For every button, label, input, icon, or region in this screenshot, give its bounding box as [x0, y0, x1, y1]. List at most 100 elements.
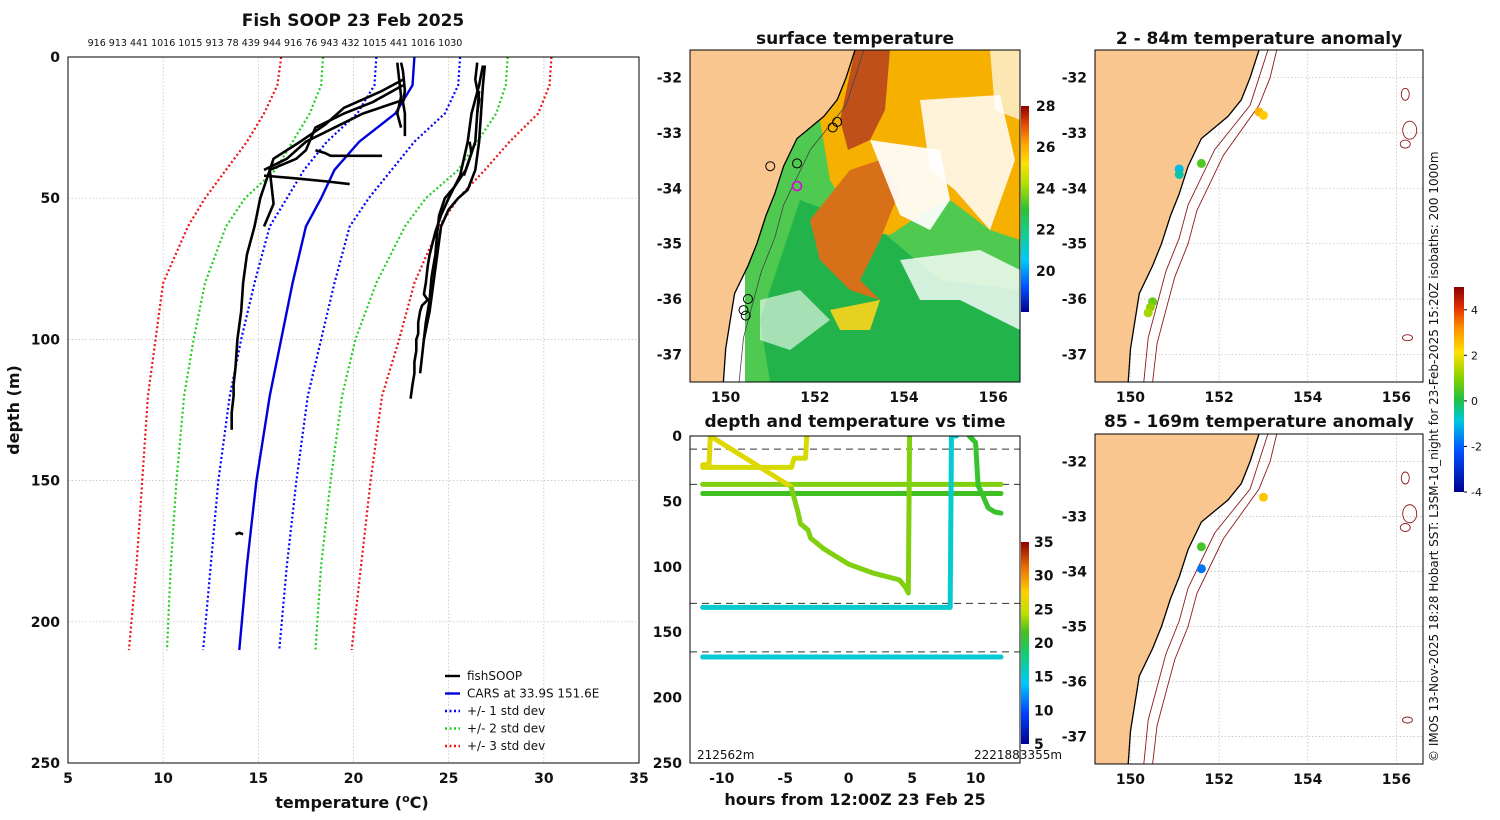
ts-colorbar-tick: 20	[1034, 636, 1054, 652]
sst-station-circles	[738, 116, 843, 321]
anomaly-shallow-land	[1095, 50, 1259, 382]
sst-coastline	[722, 50, 856, 382]
sst-cloud-gap-3	[900, 250, 1020, 330]
profile-x-label: temperature (oC)	[275, 792, 428, 812]
fishsoop-profile-line	[263, 98, 406, 172]
timeseries-end-label: 2221883355m	[974, 748, 1062, 762]
anomaly-deep-frame	[1094, 433, 1424, 765]
sst-colorbar-tick: 24	[1036, 181, 1056, 197]
std-2-upper-line	[314, 57, 509, 651]
profile-y-tick: 150	[31, 474, 60, 490]
anomaly-deep-coastline	[1127, 434, 1260, 764]
anomaly-deep-isobath-200	[1143, 434, 1269, 764]
sst-isobath	[738, 50, 865, 382]
anomaly-deep-title: 85 - 169m temperature anomaly	[1104, 412, 1414, 432]
sst-station-circle	[792, 158, 803, 169]
anomaly-point	[1196, 564, 1206, 574]
profile-x-tick: 10	[153, 771, 173, 787]
legend-label: +/- 2 std dev	[467, 722, 545, 736]
anomaly-shallow-seamounts	[1399, 87, 1418, 342]
ts-x-tick: -10	[709, 771, 735, 787]
ts-colorbar-tick: 10	[1034, 703, 1054, 719]
map-y-tick: -32	[657, 71, 682, 87]
anomaly-deep-map	[1095, 434, 1418, 764]
map-y-tick: -33	[1062, 510, 1087, 526]
fishsoop-profile-line	[462, 141, 473, 177]
profile-legend: fishSOOP CARS at 33.9S 151.6E +/- 1 std de…	[445, 669, 599, 753]
anomaly-shallow-panel: 2 - 84m temperature anomaly 150 152 154 156…	[1062, 29, 1424, 406]
ts-x-tick: 10	[966, 771, 986, 787]
anomaly-point	[1174, 170, 1184, 179]
sst-map-ticks: 150 152 154 156 -32 -33 -34 -35 -36 -37	[657, 71, 1008, 406]
anomaly-colorbar-ticks: 4 2 0 -2 -4	[1464, 304, 1482, 499]
sst-map-panel: surface temperature 150 152 154 156 -32 -33 -3…	[657, 29, 1056, 406]
anomaly-colorbar	[1454, 287, 1464, 492]
map-x-tick: 150	[1116, 390, 1145, 406]
map-x-tick: 156	[1382, 772, 1411, 788]
map-y-tick: -34	[1062, 565, 1088, 581]
anomaly-shallow-title: 2 - 84m temperature anomaly	[1116, 29, 1402, 49]
seamount-contour	[1402, 120, 1418, 140]
sst-current-position-marker	[791, 180, 803, 192]
map-x-tick: 152	[800, 390, 829, 406]
fishsoop-profile-line	[263, 174, 350, 186]
sst-map-title: surface temperature	[756, 29, 954, 49]
seamount-contour	[1400, 87, 1410, 101]
anomaly-point	[1258, 110, 1268, 120]
anomaly-shallow-points	[1143, 107, 1268, 318]
anomaly-shallow-ticks: 150 152 154 156 -32 -33 -34 -35 -36 -37	[1062, 71, 1411, 406]
std-2-lower-line	[165, 57, 325, 651]
fishsoop-profile-line	[235, 531, 244, 536]
map-x-tick: 154	[889, 390, 918, 406]
ts-y-tick: 50	[663, 494, 683, 510]
ts-y-tick: 100	[653, 560, 682, 576]
sst-map-image	[690, 50, 1020, 382]
sst-cloud-gap-2	[920, 95, 1015, 230]
map-x-tick: 150	[1116, 772, 1145, 788]
timeseries-start-label: 212562m	[697, 748, 755, 762]
map-x-tick: 154	[1293, 772, 1322, 788]
anomaly-shallow-isobath-1000	[1152, 50, 1278, 382]
std-3-lower-line	[127, 57, 283, 651]
ts-track	[700, 436, 795, 490]
anomaly-colorbar-tick: 4	[1471, 304, 1478, 317]
map-x-tick: 156	[1382, 390, 1411, 406]
anomaly-colorbar-tick: -4	[1471, 486, 1482, 499]
profile-x-tick: 20	[344, 771, 364, 787]
fishsoop-profile-line	[422, 90, 481, 340]
profile-y-tick: 100	[31, 332, 60, 348]
anomaly-shallow-map	[1095, 50, 1418, 382]
sst-station-circle	[742, 294, 753, 304]
timeseries-tracks	[700, 436, 1004, 660]
sst-colorbar-tick: 22	[1036, 223, 1055, 239]
profile-lines	[127, 57, 553, 651]
ts-y-tick: 150	[653, 625, 682, 641]
sst-filament	[830, 300, 880, 330]
anomaly-deep-isobath-1000	[1152, 434, 1278, 764]
seamount-contour	[1402, 504, 1418, 524]
sst-colorbar	[1021, 106, 1029, 312]
timeseries-colorbar-ticks: 5 10 15 20 25 30 35	[1034, 535, 1054, 753]
timeseries-panel: depth and temperature vs time -10 -5 0 5 100…	[653, 412, 1062, 809]
ts-colorbar-tick: 35	[1034, 535, 1053, 551]
timeseries-x-label: hours from 12:00Z 23 Feb 25	[724, 790, 985, 809]
map-y-tick: -33	[1062, 126, 1087, 142]
legend-label: CARS at 33.9S 151.6E	[467, 687, 599, 701]
map-x-tick: 154	[1293, 390, 1322, 406]
anomaly-point	[1196, 158, 1206, 168]
profile-x-tick: 15	[249, 771, 268, 787]
anomaly-deep-ticks: 150 152 154 156 -32 -33 -34 -35 -36 -37	[1062, 455, 1411, 789]
seamount-contour	[1400, 471, 1410, 485]
cars-mean-line	[238, 57, 416, 651]
timeseries-colorbar	[1021, 542, 1029, 744]
ts-track	[966, 436, 1004, 516]
map-y-tick: -37	[657, 347, 682, 363]
sst-colorbar-tick: 28	[1036, 99, 1055, 115]
map-y-tick: -33	[657, 126, 682, 142]
profile-y-tick: 50	[41, 191, 61, 207]
legend-label: +/- 3 std dev	[467, 739, 545, 753]
map-y-tick: -36	[657, 292, 682, 308]
timeseries-frame	[689, 435, 1021, 764]
anomaly-point	[1258, 492, 1268, 502]
fishsoop-profile-line	[262, 84, 404, 227]
